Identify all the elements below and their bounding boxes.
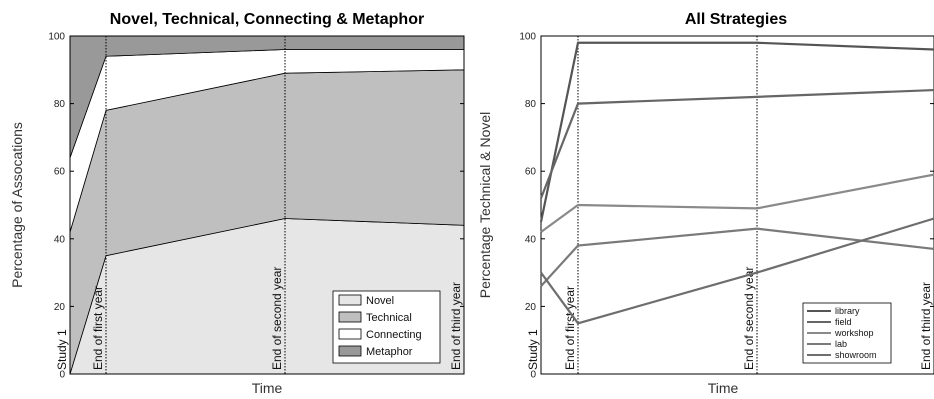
legend-swatch-novel: [338, 294, 362, 306]
right-plot-frame: [540, 35, 934, 375]
legend-label-connecting: Connecting: [366, 329, 422, 341]
right-line-series: [539, 41, 934, 325]
right-y-axis-label: Percentage Technical & Novel: [477, 112, 493, 299]
right-time-label-1: End of first year: [563, 286, 577, 370]
right-y-tick-label-4: 80: [525, 99, 537, 110]
legend-label-lab: lab: [835, 339, 847, 349]
line-showroom: [540, 217, 934, 325]
left-area-series: [69, 35, 465, 375]
left-y-tick-label-4: 80: [54, 99, 66, 110]
legend-label-novel: Novel: [366, 295, 394, 307]
line-workshop: [540, 173, 934, 233]
right-chart-title: All Strategies: [685, 11, 787, 28]
legend-label-library: library: [835, 306, 860, 316]
right-y-tick-label-0: 0: [530, 370, 536, 381]
left-y-tick-label-1: 20: [54, 302, 66, 313]
left-chart: Novel, Technical, Connecting & Metaphor …: [9, 11, 465, 396]
left-time-label-2: End of second year: [270, 267, 284, 370]
legend-label-showroom: showroom: [835, 350, 877, 360]
left-plot-area: 0 20 40 60 80 100 Study 1 End of first year End …: [48, 32, 465, 381]
legend-label-metaphor: Metaphor: [366, 346, 413, 358]
right-chart: All Strategies 0 20 40 60 80 100 Study 1 End of…: [477, 11, 934, 396]
legend-label-technical: Technical: [366, 312, 412, 324]
line-lab: [540, 227, 934, 287]
left-time-label-0: Study 1: [55, 329, 69, 370]
right-x-axis-label: Time: [708, 380, 739, 396]
legend-label-workshop: workshop: [834, 328, 874, 338]
right-y-tick-label-1: 20: [525, 302, 537, 313]
right-y-tick-label-3: 60: [525, 167, 537, 178]
right-time-label-0: Study 1: [526, 329, 540, 370]
right-y-tick-label-2: 40: [525, 234, 537, 245]
right-plot-area: 0 20 40 60 80 100 Study 1 End of first year End …: [519, 32, 934, 381]
right-y-tick-label-5: 100: [519, 32, 536, 43]
left-chart-title: Novel, Technical, Connecting & Metaphor: [110, 11, 424, 28]
left-plot-frame: [69, 35, 465, 375]
line-field: [539, 88, 934, 199]
legend-label-field: field: [835, 317, 852, 327]
left-y-tick-label-3: 60: [54, 167, 66, 178]
left-y-axis-label: Percentage of Assocations: [9, 122, 25, 288]
left-y-tick-label-5: 100: [48, 32, 65, 43]
right-time-label-3: End of third year: [919, 282, 933, 370]
legend-swatch-technical: [338, 311, 362, 323]
left-time-label-1: End of first year: [91, 286, 105, 370]
legend-swatch-metaphor: [338, 345, 362, 357]
left-y-tick-label-2: 40: [54, 234, 66, 245]
line-library: [539, 41, 934, 223]
left-x-axis-label: Time: [252, 380, 283, 396]
left-time-label-3: End of third year: [449, 282, 463, 370]
right-time-label-2: End of second year: [742, 267, 756, 370]
left-y-tick-label-0: 0: [59, 370, 65, 381]
legend-swatch-connecting: [338, 328, 362, 340]
left-legend: Novel Technical Connecting Metaphor: [332, 290, 441, 364]
